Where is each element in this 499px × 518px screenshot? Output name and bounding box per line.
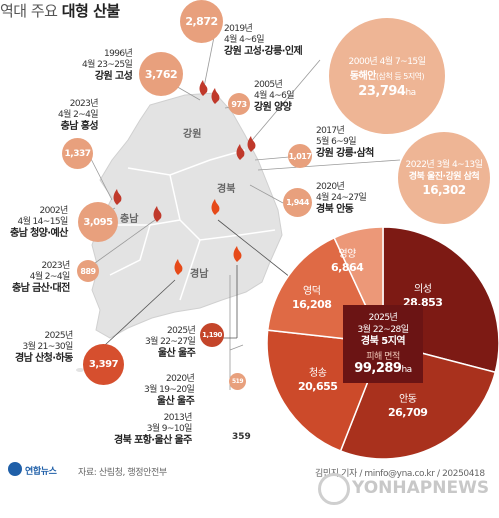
area-bubble: 889 xyxy=(77,260,99,282)
fire-icon xyxy=(236,144,245,160)
event-label: 2020년 4월 24~27일 경북 안동 xyxy=(316,182,367,215)
title-prefix: 역대 주요 xyxy=(0,2,58,20)
area-bubble: 1,017 xyxy=(288,144,312,168)
fire-icon xyxy=(174,259,183,275)
pie-label-andong: 안동 26,709 xyxy=(388,394,428,419)
watermark-logo-icon xyxy=(318,473,350,505)
event-label: 2025년 3월 21~30일 경남 산청·하동 xyxy=(15,331,73,364)
page-title: 역대 주요 대형 산불 xyxy=(0,0,499,21)
area-bubble: 519 xyxy=(229,373,246,390)
province-label-chungnam: 충남 xyxy=(120,214,139,225)
area-bubble: 1,337 xyxy=(62,138,93,169)
pie-label-yeongdeok: 영덕 16,208 xyxy=(292,286,332,311)
event-label: 2020년 3월 19~20일 울산 울주 xyxy=(144,374,195,407)
area-value: 359 xyxy=(232,432,251,442)
footer-credit: 김민지 기자 / minfo@yna.co.kr / 20250418 xyxy=(315,469,485,479)
event-label: 2017년 5월 6~9일 강원 강릉·삼척 xyxy=(316,126,374,159)
province-label-gyeongbuk: 경북 xyxy=(217,184,236,195)
yonhap-logo-icon xyxy=(8,462,22,476)
fire-icon xyxy=(199,80,208,96)
area-bubble-large: 2022년 3월 4~13일 경북 울진·강원 삼척 16,302 xyxy=(398,132,490,224)
event-label: 1996년 4월 23~25일 강원 고성 xyxy=(82,49,133,82)
footer-source: 자료: 산림청, 행정안전부 xyxy=(78,468,167,478)
province-label-gyeongnam: 경남 xyxy=(190,269,209,280)
event-label: 2005년 4월 4~6일 강원 양양 xyxy=(254,80,295,113)
area-bubble: 1,190 xyxy=(200,323,224,347)
event-label: 2013년 3월 9~10일 경북 포항·울산 울주 xyxy=(114,413,192,446)
event-label: 2023년 4월 2~4일 충남 홍성 xyxy=(58,99,99,132)
fire-icon xyxy=(233,246,242,262)
area-bubble: 3,095 xyxy=(78,202,118,242)
map-peninsula xyxy=(91,92,283,339)
province-label-gangwon: 강원 xyxy=(183,129,202,140)
fire-icon xyxy=(211,88,220,104)
footer-logo: 연합뉴스 xyxy=(25,467,57,477)
area-bubble: 3,397 xyxy=(83,344,124,385)
fire-icon xyxy=(113,189,122,205)
watermark: YONHAPNEWS xyxy=(352,478,490,498)
event-label: 2025년 3월 22~27일 울산 울주 xyxy=(145,326,196,359)
event-label: 2002년 4월 14~15일 충남 청양·예산 xyxy=(10,206,68,239)
fire-icon xyxy=(211,199,220,215)
event-label: 2019년 4월 4~6일 강원 고성·강릉·인제 xyxy=(224,24,303,57)
area-bubble: 2,872 xyxy=(180,0,223,43)
title-main: 대형 산불 xyxy=(61,2,120,20)
area-bubble: 973 xyxy=(228,93,250,115)
event-label: 2023년 4월 2~4일 충남 금산·대전 xyxy=(12,261,70,294)
area-bubble: 1,944 xyxy=(283,188,312,217)
fire-icon xyxy=(247,136,256,152)
area-bubble-large: 2000년 4월 7~15일 동해안(삼척 등 5지역) 23,794ha xyxy=(329,18,445,134)
pie-center-box: 2025년 3월 22~28일 경북 5지역 피해 면적 99,289ha xyxy=(343,305,423,383)
fire-icon xyxy=(153,206,162,222)
pie-label-cheongsong: 청송 20,655 xyxy=(298,368,338,393)
pie-label-yeongyang: 영양 6,864 xyxy=(331,249,364,274)
area-bubble: 3,762 xyxy=(139,52,183,96)
